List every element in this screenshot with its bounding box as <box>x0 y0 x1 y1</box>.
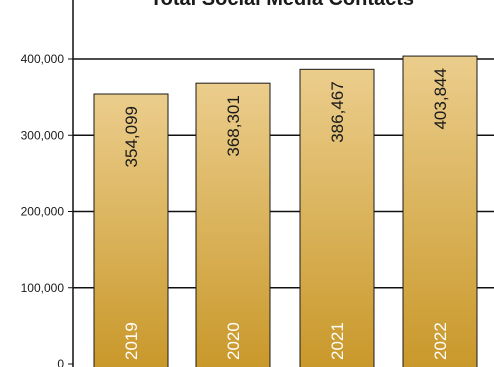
y-tick-label: 200,000 <box>21 205 65 219</box>
bar-2019 <box>93 93 169 367</box>
bar-category-label: 2021 <box>328 322 347 360</box>
bar-2022 <box>402 55 478 367</box>
bar-category-label: 2022 <box>431 322 450 360</box>
bar-value-label: 368,301 <box>224 95 243 156</box>
y-tick-label: 100,000 <box>21 281 65 295</box>
y-tick-label: 400,000 <box>21 52 65 66</box>
bar-2021 <box>299 68 375 367</box>
bars <box>93 55 478 367</box>
bar-labels: 354,099 2019 368,301 2020 386,467 2021 403,844… <box>122 68 450 360</box>
y-tick-label: 300,000 <box>21 128 65 142</box>
bar-category-label: 2020 <box>224 322 243 360</box>
bar-value-label: 403,844 <box>431 68 450 129</box>
bar-value-label: 354,099 <box>122 106 141 167</box>
y-tick-label: 0 <box>57 357 64 367</box>
chart-title: Total Social Media Contacts <box>150 0 414 10</box>
axes: 0 100,000 200,000 300,000 400,000 <box>21 0 74 367</box>
bar-category-label: 2019 <box>122 322 141 360</box>
bar-value-label: 386,467 <box>328 81 347 142</box>
bar-2020 <box>195 82 271 367</box>
